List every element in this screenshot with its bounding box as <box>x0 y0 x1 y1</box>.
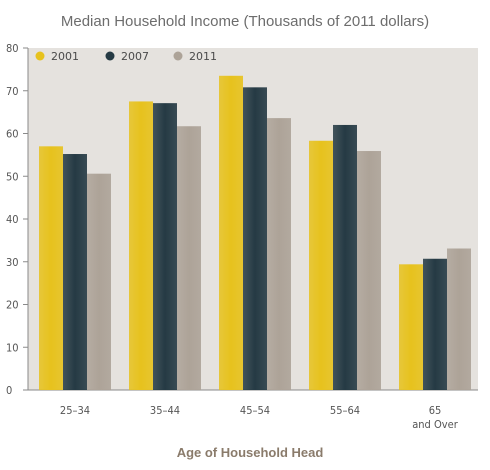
y-tick-label: 80 <box>6 42 19 55</box>
x-tick-label: 55–64 <box>330 404 360 417</box>
bar-2011-2 <box>267 118 291 391</box>
y-tick-label: 50 <box>6 170 19 183</box>
bar-2001-0 <box>39 146 63 390</box>
y-tick-label: 30 <box>6 256 19 269</box>
y-tick-label: 10 <box>6 341 19 354</box>
bar-2011-4 <box>447 248 471 390</box>
legend-label-2001: 2001 <box>51 50 79 63</box>
y-tick-label: 70 <box>6 85 19 98</box>
bar-2011-3 <box>357 151 381 390</box>
bars-group <box>39 75 471 391</box>
x-tick-label: 45–54 <box>240 404 270 417</box>
legend-swatch-2001 <box>35 51 45 61</box>
y-tick-label: 0 <box>6 384 12 397</box>
legend-label-2011: 2011 <box>189 50 217 63</box>
bar-2001-3 <box>309 140 333 390</box>
bar-2001-2 <box>219 75 243 390</box>
x-tick-label: 25–34 <box>60 404 90 417</box>
bar-2007-2 <box>243 87 267 390</box>
legend-label-2007: 2007 <box>121 50 149 63</box>
y-tick-label: 60 <box>6 128 19 141</box>
chart-title: Median Household Income (Thousands of 20… <box>61 13 429 30</box>
bar-2007-3 <box>333 124 357 390</box>
x-axis-label: Age of Household Head <box>177 445 324 460</box>
legend-swatch-2011 <box>173 51 183 61</box>
legend-swatch-2007 <box>105 51 115 61</box>
bar-2001-4 <box>399 264 423 390</box>
bar-2007-0 <box>63 154 87 390</box>
x-tick-label: 65 <box>429 404 442 417</box>
bar-2001-1 <box>129 101 153 390</box>
x-tick-label-line2: and Over <box>412 418 458 431</box>
legend: 2001 2007 2011 <box>35 50 217 63</box>
y-tick-label: 20 <box>6 299 19 312</box>
y-tick-label: 40 <box>6 213 19 226</box>
bar-2011-1 <box>177 126 201 391</box>
bar-2007-1 <box>153 103 177 391</box>
bar-2007-4 <box>423 258 447 390</box>
bar-2011-0 <box>87 173 111 390</box>
x-tick-label: 35–44 <box>150 404 180 417</box>
